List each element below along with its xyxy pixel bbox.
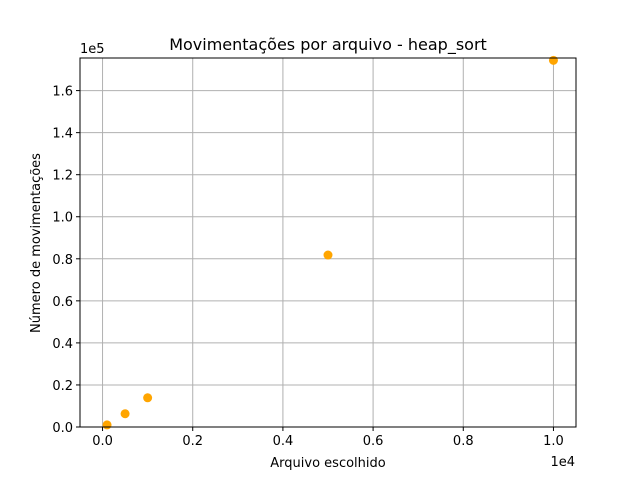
y-axis-label: Número de movimentações (29, 153, 44, 333)
x-axis-label: Arquivo escolhido (270, 456, 385, 471)
y-tick-label: 1.0 (52, 211, 73, 226)
data-point (120, 409, 130, 419)
x-tick-label: 0.4 (273, 434, 294, 449)
plot-frame (79, 57, 577, 428)
y-tick-label: 1.6 (52, 85, 73, 100)
x-tick-label: 1.0 (543, 434, 564, 449)
data-point (102, 420, 112, 430)
data-point (143, 393, 153, 403)
chart-title: Movimentações por arquivo - heap_sort (169, 35, 487, 55)
y-tick-label: 1.2 (52, 169, 73, 184)
x-tick-label: 0.6 (363, 434, 384, 449)
x-axis-ticks: 0.0 0.2 0.4 0.6 0.8 1.0 (92, 427, 564, 449)
y-tick-label: 0.2 (52, 379, 73, 394)
data-point (323, 250, 333, 260)
y-axis-ticks: 0.0 0.2 0.4 0.6 0.8 1.0 1.2 1.4 1.6 (52, 85, 80, 436)
y-tick-label: 0.0 (52, 421, 73, 436)
x-tick-label: 0.0 (92, 434, 113, 449)
y-offset-label: 1e5 (80, 42, 105, 57)
y-tick-label: 1.4 (52, 127, 73, 142)
y-tick-label: 0.6 (52, 295, 73, 310)
y-tick-label: 0.4 (52, 337, 73, 352)
grid-lines (80, 58, 576, 428)
x-tick-label: 0.2 (182, 434, 203, 449)
x-offset-label: 1e4 (550, 455, 575, 470)
y-tick-label: 0.8 (52, 253, 73, 268)
data-point (548, 55, 558, 65)
data-points (102, 55, 558, 430)
x-tick-label: 0.8 (453, 434, 474, 449)
